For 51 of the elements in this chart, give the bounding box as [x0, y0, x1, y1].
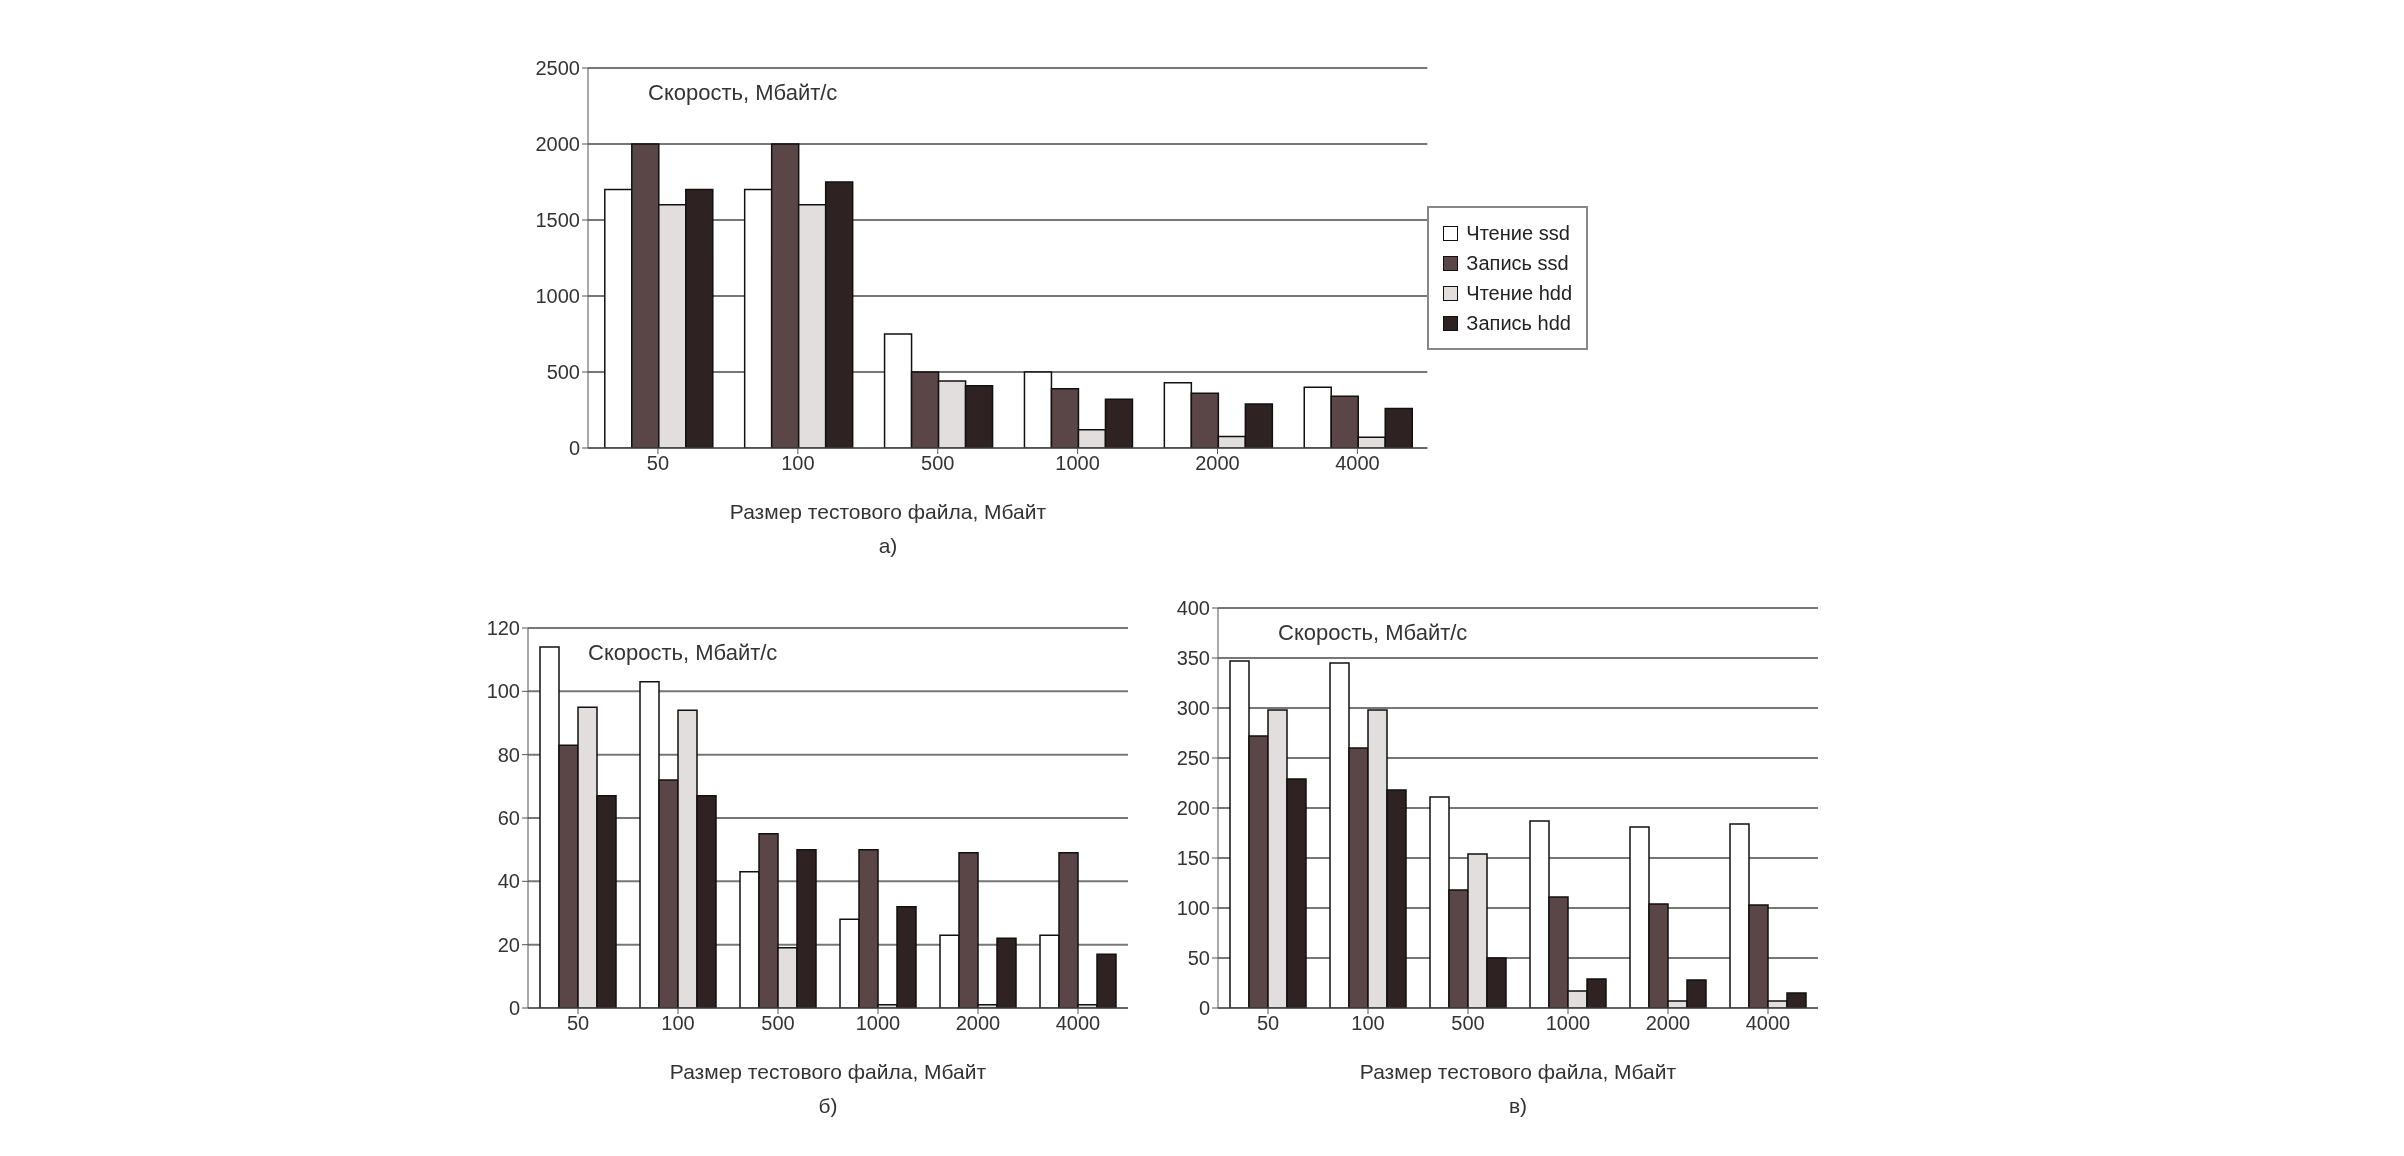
x-axis-title: Размер тестового файла, Мбайт — [728, 500, 1048, 524]
x-tick-label: 100 — [1351, 1012, 1385, 1035]
y-tick-label: 100 — [1176, 897, 1210, 920]
y-tick-label: 120 — [486, 617, 520, 640]
y-tick-label: 250 — [1176, 747, 1210, 770]
x-tick-label: 4000 — [1745, 1012, 1791, 1035]
y-tick-label: 50 — [1187, 947, 1210, 970]
legend-label: Запись hdd — [1466, 311, 1571, 336]
legend-label: Чтение hdd — [1466, 281, 1572, 306]
y-tick-label: 150 — [1176, 847, 1210, 870]
y-tick-label: 400 — [1176, 597, 1210, 620]
y-axis-title: Скорость, Мбайт/с — [588, 640, 778, 666]
legend-label: Запись ssd — [1466, 251, 1569, 276]
x-tick-label: 500 — [761, 1012, 795, 1035]
y-axis-title: Скорость, Мбайт/с — [1278, 620, 1468, 646]
y-tick-label: 60 — [497, 807, 520, 830]
x-tick-label: 4000 — [1335, 452, 1380, 475]
x-tick-label: 1000 — [1545, 1012, 1591, 1035]
x-tick-label: 100 — [661, 1012, 695, 1035]
x-tick-label: 50 — [1256, 1012, 1280, 1035]
x-axis-title: Размер тестового файла, Мбайт — [668, 1060, 988, 1084]
y-tick-label: 0 — [508, 997, 520, 1020]
y-tick-label: 2500 — [535, 57, 580, 80]
x-tick-label: 1000 — [855, 1012, 901, 1035]
text: в) — [1507, 1094, 1529, 1118]
y-tick-label: 40 — [497, 870, 520, 893]
y-tick-label: 0 — [568, 437, 580, 460]
x-tick-label: 1000 — [1055, 452, 1100, 475]
x-tick-label: 500 — [921, 452, 955, 475]
y-tick-label: 100 — [486, 680, 520, 703]
y-tick-label: 20 — [497, 933, 520, 956]
y-tick-label: 0 — [1198, 997, 1210, 1020]
y-tick-label: 350 — [1176, 647, 1210, 670]
y-axis-title: Скорость, Мбайт/с — [648, 80, 838, 106]
x-tick-label: 2000 — [1645, 1012, 1691, 1035]
x-tick-label: 4000 — [1055, 1012, 1101, 1035]
y-tick-label: 200 — [1176, 797, 1210, 820]
legend-label: Чтение ssd — [1466, 221, 1570, 246]
x-tick-label: 50 — [646, 452, 670, 475]
text: б) — [817, 1094, 839, 1118]
y-tick-label: 1500 — [535, 209, 580, 232]
y-tick-label: 300 — [1176, 697, 1210, 720]
y-tick-label: 1000 — [535, 285, 580, 308]
y-tick-label: 80 — [497, 743, 520, 766]
x-tick-label: 500 — [1451, 1012, 1485, 1035]
text: а) — [877, 534, 899, 558]
x-axis-title: Размер тестового файла, Мбайт — [1358, 1060, 1678, 1084]
x-tick-label: 2000 — [955, 1012, 1001, 1035]
x-tick-label: 100 — [781, 452, 815, 475]
y-tick-label: 500 — [546, 361, 580, 384]
y-tick-label: 2000 — [535, 133, 580, 156]
